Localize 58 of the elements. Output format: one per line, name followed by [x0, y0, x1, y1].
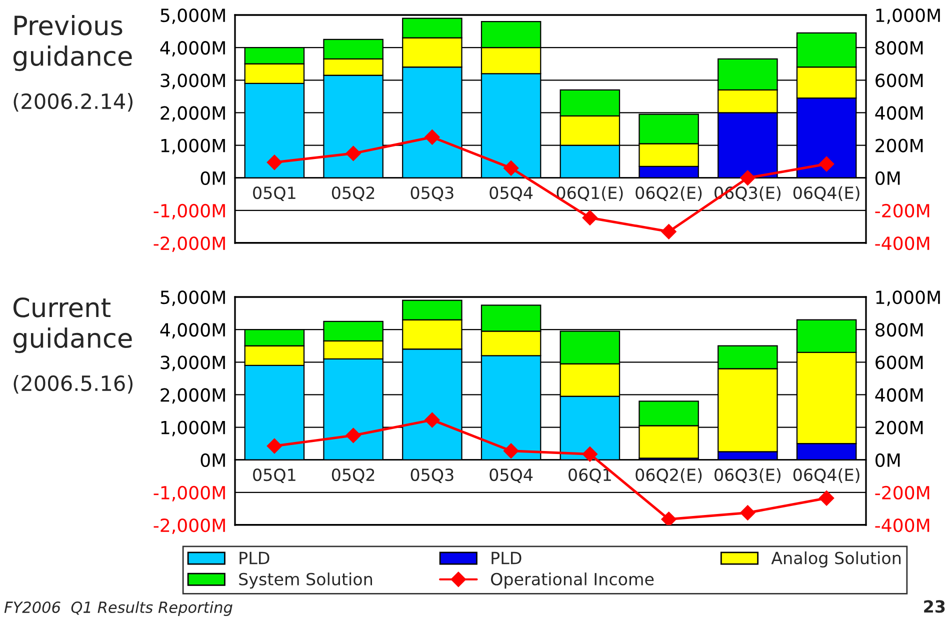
x-tick-label: 05Q2	[332, 468, 374, 484]
legend-label: System Solution	[239, 572, 372, 589]
y-tick-label: -2,000M	[154, 236, 225, 252]
x-tick-label: 06Q1(E)	[556, 186, 623, 202]
text: Previous guidance	[13, 15, 132, 72]
y-tick-label: 4,000M	[160, 41, 225, 57]
x-tick-label: 05Q2	[332, 186, 374, 202]
y-tick-label: 3,000M	[160, 74, 225, 90]
y2-tick-label: 1,000M	[876, 8, 940, 24]
y2-tick-label: 600M	[876, 74, 923, 88]
y2-tick-label: 400M	[875, 388, 923, 402]
x-tick-label: 05Q1	[253, 468, 296, 484]
text: Current guidance	[13, 297, 132, 354]
y-tick-label: 4,000M	[160, 323, 225, 339]
x-tick-label: 05Q3	[410, 186, 454, 202]
y2-tick-label: -400M	[875, 518, 930, 532]
y-tick-label: 5,000M	[160, 8, 225, 24]
y-tick-label: -1,000M	[154, 486, 225, 502]
y-tick-label: 0M	[200, 453, 225, 467]
text: (2006.2.14)	[14, 93, 132, 112]
x-tick-label: 06Q1	[568, 468, 611, 484]
text: (2006.5.16)	[14, 375, 132, 394]
legend-label: Analog Solution	[771, 551, 901, 568]
y-tick-label: 3,000M	[160, 356, 225, 372]
y2-tick-label: -200M	[875, 486, 930, 500]
y2-tick-label: 600M	[876, 356, 923, 370]
y-tick-label: 2,000M	[160, 388, 225, 404]
y2-tick-label: -200M	[875, 204, 930, 218]
y2-tick-label: 1,000M	[876, 290, 940, 306]
x-tick-label: 06Q3(E)	[714, 468, 780, 484]
text: FY2006 Q1 Results Reporting	[4, 601, 232, 616]
y-tick-label: 1,000M	[161, 420, 225, 436]
y2-tick-label: 0M	[876, 171, 900, 185]
legend-label: Operational Income	[491, 572, 654, 589]
y2-tick-label: 400M	[875, 106, 923, 120]
y2-tick-label: -400M	[875, 236, 930, 250]
y2-tick-label: 200M	[876, 138, 923, 152]
x-tick-label: 05Q4	[490, 186, 533, 202]
y-tick-label: 2,000M	[160, 106, 225, 122]
y2-tick-label: 800M	[876, 41, 923, 55]
y-tick-label: 1,000M	[161, 138, 225, 154]
y2-tick-label: 800M	[876, 323, 923, 337]
y2-tick-label: 200M	[876, 420, 923, 434]
legend-label: PLD	[492, 552, 522, 564]
x-tick-label: 06Q4(E)	[793, 186, 860, 202]
text: 23	[924, 600, 945, 613]
x-tick-label: 05Q3	[410, 468, 454, 484]
y-tick-label: -2,000M	[154, 518, 225, 534]
y2-tick-label: 0M	[876, 453, 900, 467]
y-tick-label: 5,000M	[160, 290, 225, 306]
y-tick-label: 0M	[200, 171, 225, 185]
y-tick-label: -1,000M	[154, 204, 225, 220]
x-tick-label: 06Q4(E)	[793, 468, 860, 484]
x-tick-label: 05Q1	[253, 186, 296, 202]
x-tick-label: 06Q2(E)	[636, 186, 702, 202]
legend-label: PLD	[240, 552, 270, 564]
x-tick-label: 05Q4	[490, 468, 533, 484]
x-tick-label: 06Q2(E)	[636, 468, 702, 484]
